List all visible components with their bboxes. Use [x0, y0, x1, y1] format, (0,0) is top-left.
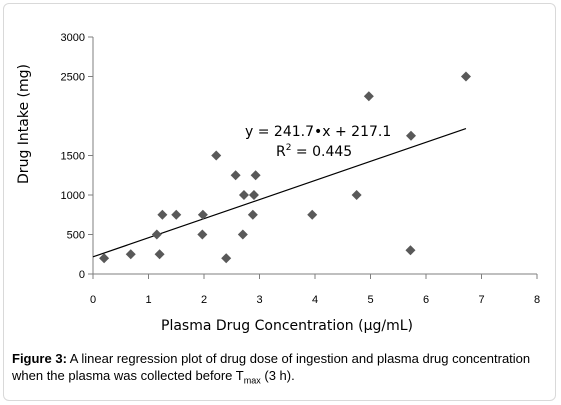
- data-points: [99, 71, 471, 264]
- data-point: [197, 229, 208, 240]
- x-axis-title: Plasma Drug Concentration (µg/mL): [161, 318, 413, 334]
- y-tick-label: 1000: [61, 190, 85, 202]
- caption-suffix: (3 h).: [260, 368, 295, 383]
- y-tick-label: 1500: [61, 151, 85, 163]
- x-tick-label: 8: [534, 294, 540, 306]
- data-point: [171, 209, 182, 220]
- data-point: [363, 91, 374, 102]
- x-tick-label: 0: [90, 294, 96, 306]
- y-tick-label: 3000: [61, 32, 85, 44]
- data-point: [406, 130, 417, 141]
- x-tick-label: 5: [367, 294, 373, 306]
- y-tick-label: 2500: [61, 72, 85, 84]
- data-point: [221, 253, 232, 264]
- data-point: [151, 229, 162, 240]
- data-point: [248, 190, 259, 200]
- data-point: [250, 170, 261, 181]
- data-point: [157, 209, 168, 220]
- caption-text: A linear regression plot of drug dose of…: [12, 351, 531, 383]
- y-axis-title: Drug Intake (mg): [16, 64, 32, 184]
- data-point: [351, 190, 362, 200]
- data-point: [307, 209, 318, 220]
- scatter-chart: 0 500 1000 1500 2500 3000 0 1 2 3 4 5 6 7 8 y = 241.7…: [16, 32, 540, 334]
- x-tick-label: 2: [201, 294, 207, 306]
- data-point: [99, 253, 110, 264]
- figure-frame: [3, 3, 556, 401]
- data-point: [211, 150, 222, 161]
- y-tick-label: 500: [67, 230, 85, 242]
- data-point: [125, 249, 136, 260]
- data-point: [237, 229, 248, 240]
- x-tick-label: 1: [145, 294, 151, 306]
- caption-label: Figure 3:: [12, 351, 67, 366]
- x-tick-label: 3: [256, 294, 262, 306]
- r-squared-value: = 0.445: [291, 144, 352, 160]
- data-point: [405, 245, 416, 256]
- y-axis-ticks: 0 500 1000 1500 2500 3000: [61, 32, 93, 281]
- data-point: [154, 249, 165, 260]
- data-point: [197, 209, 208, 220]
- r-squared-superscript: 2: [286, 143, 292, 153]
- x-tick-label: 4: [312, 294, 318, 306]
- figure-caption: Figure 3: A linear regression plot of dr…: [12, 350, 552, 390]
- x-tick-label: 6: [423, 294, 429, 306]
- y-tick-label: 0: [79, 269, 85, 281]
- x-axis-ticks: 0 1 2 3 4 5 6 7 8: [90, 274, 540, 306]
- caption-subscript: max: [243, 375, 261, 386]
- data-point: [247, 209, 258, 220]
- data-point: [230, 170, 241, 181]
- r-squared-label: R2 = 0.445: [276, 143, 352, 160]
- data-point: [238, 190, 249, 200]
- trendline-equation: y = 241.7•x + 217.1: [245, 124, 391, 140]
- x-tick-label: 7: [478, 294, 484, 306]
- data-point: [460, 71, 471, 82]
